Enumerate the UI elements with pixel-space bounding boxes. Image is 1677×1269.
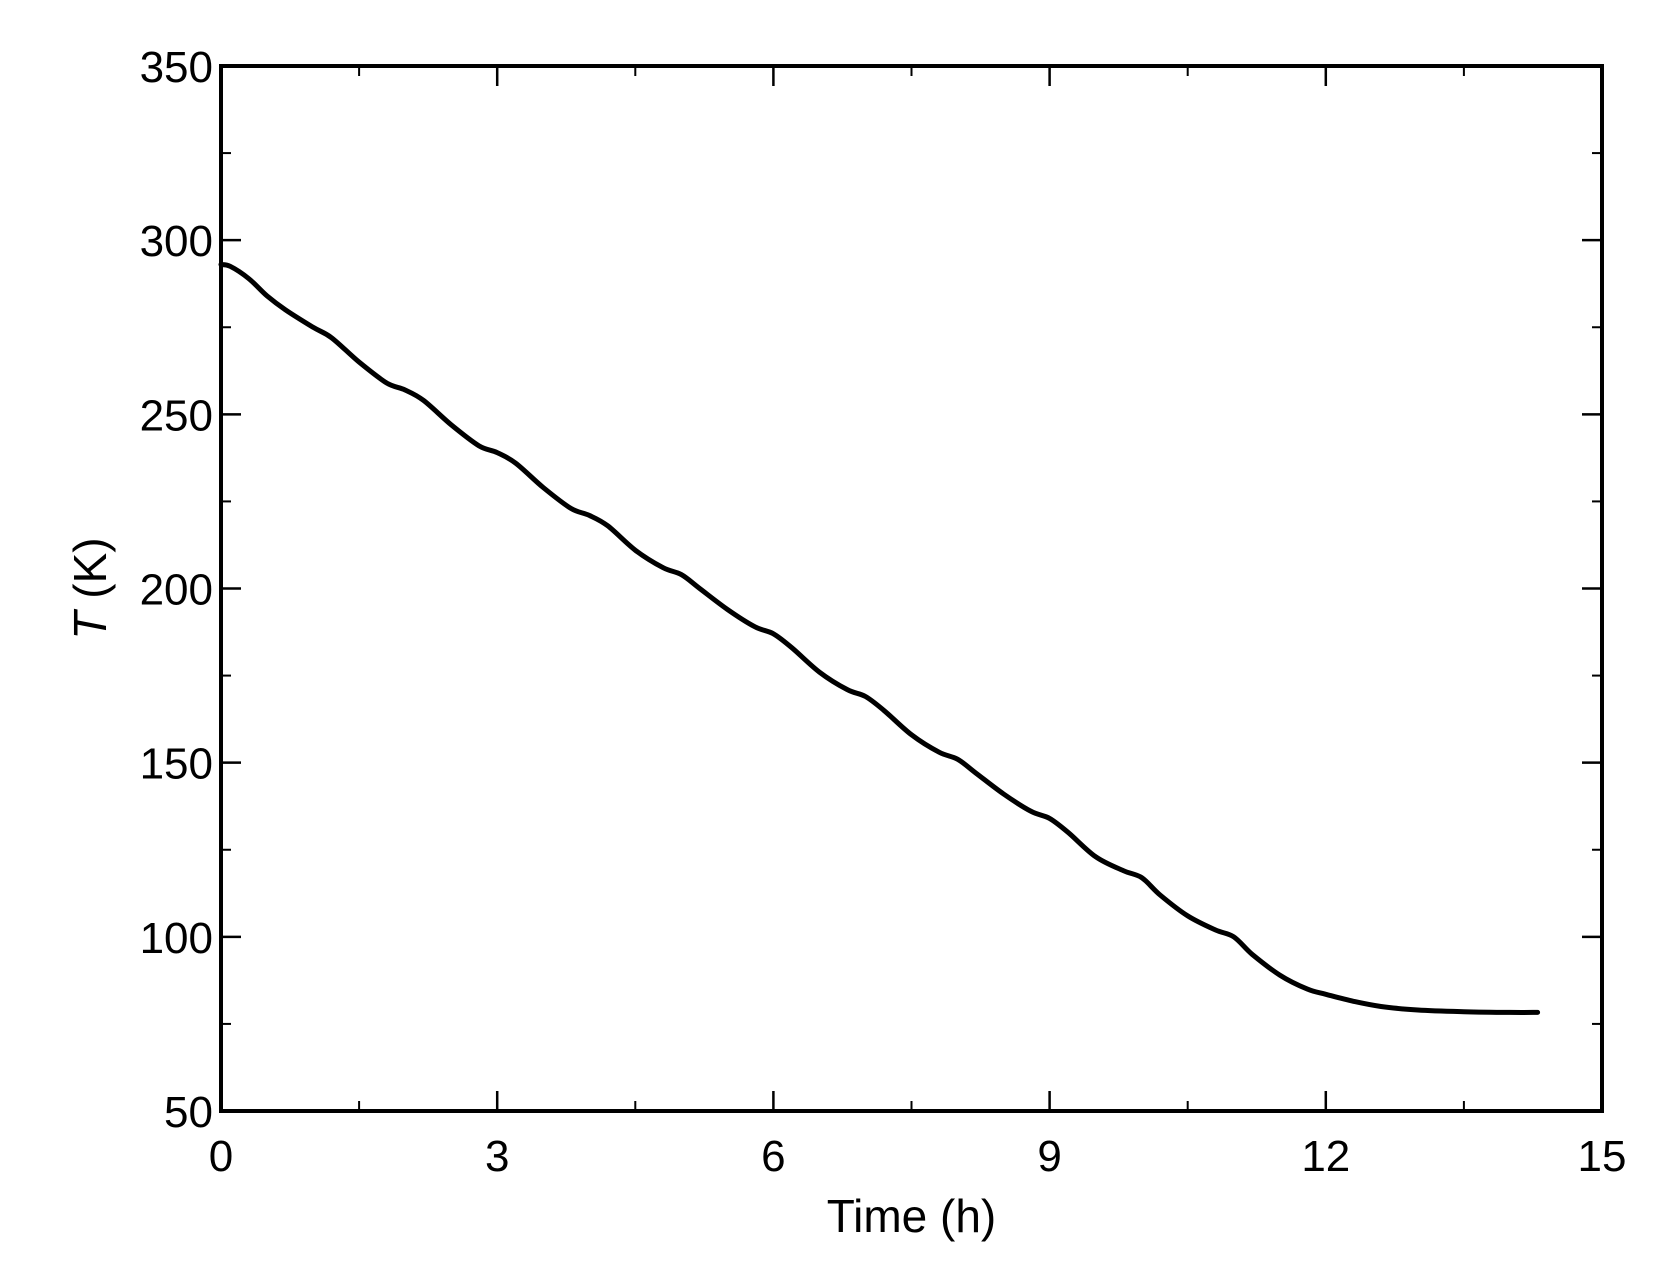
y-tick-label: 250 (140, 391, 213, 440)
series-line (218, 262, 1541, 1015)
x-tick-label: 9 (1037, 1132, 1061, 1181)
x-tick-label: 12 (1301, 1132, 1350, 1181)
y-axis-tick-labels: 50 100 150 200 250 300 350 (140, 43, 213, 1137)
x-axis-tick-labels: 0 3 6 9 12 15 (209, 1132, 1627, 1181)
x-tick-label: 6 (761, 1132, 785, 1181)
y-tick-label: 50 (164, 1088, 213, 1137)
y-tick-label: 100 (140, 914, 213, 963)
y-tick-label: 150 (140, 740, 213, 789)
x-tick-label: 0 (209, 1132, 233, 1181)
x-axis-ticks (219, 66, 1604, 1111)
plot-frame (219, 64, 1604, 1113)
x-tick-label: 15 (1578, 1132, 1627, 1181)
y-axis-unit: (K) (64, 537, 116, 611)
y-axis-ticks (221, 64, 1602, 1113)
y-axis-title: T (K) (64, 537, 116, 639)
y-tick-label: 300 (140, 217, 213, 266)
y-axis-symbol: T (64, 609, 116, 640)
x-axis-title: Time (h) (827, 1190, 997, 1242)
y-tick-label: 350 (140, 43, 213, 92)
y-tick-label: 200 (140, 566, 213, 615)
x-tick-label: 3 (485, 1132, 509, 1181)
